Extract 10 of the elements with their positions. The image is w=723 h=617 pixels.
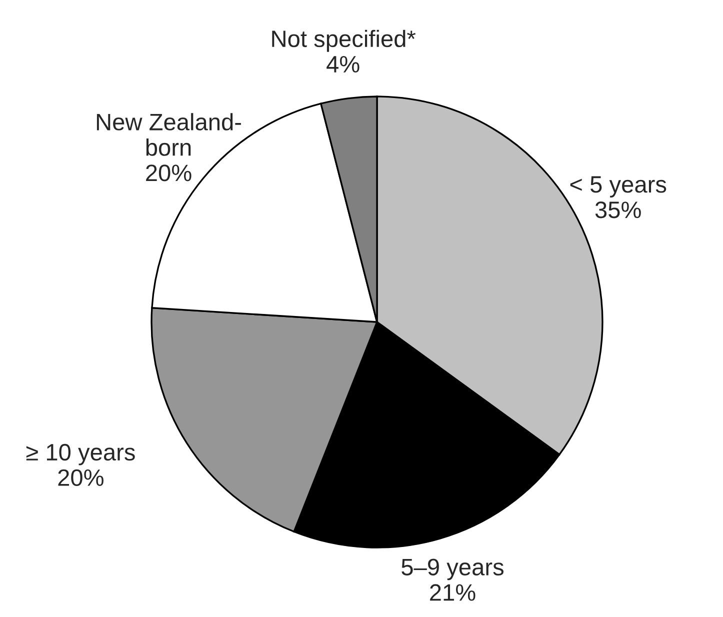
- data-label: 20%: [58, 469, 104, 486]
- slice-label: Not specified*: [272, 30, 416, 52]
- data-label: 21%: [430, 584, 476, 601]
- slice-label: < 5 years: [570, 176, 666, 198]
- slice-label: 5–9 years: [402, 558, 504, 580]
- slice-label: New Zealand- born: [96, 113, 241, 156]
- data-label: 20%: [146, 164, 192, 182]
- data-label: 35%: [595, 201, 641, 218]
- data-label: 4%: [326, 56, 360, 73]
- slice-label: ≥ 10 years: [26, 444, 135, 466]
